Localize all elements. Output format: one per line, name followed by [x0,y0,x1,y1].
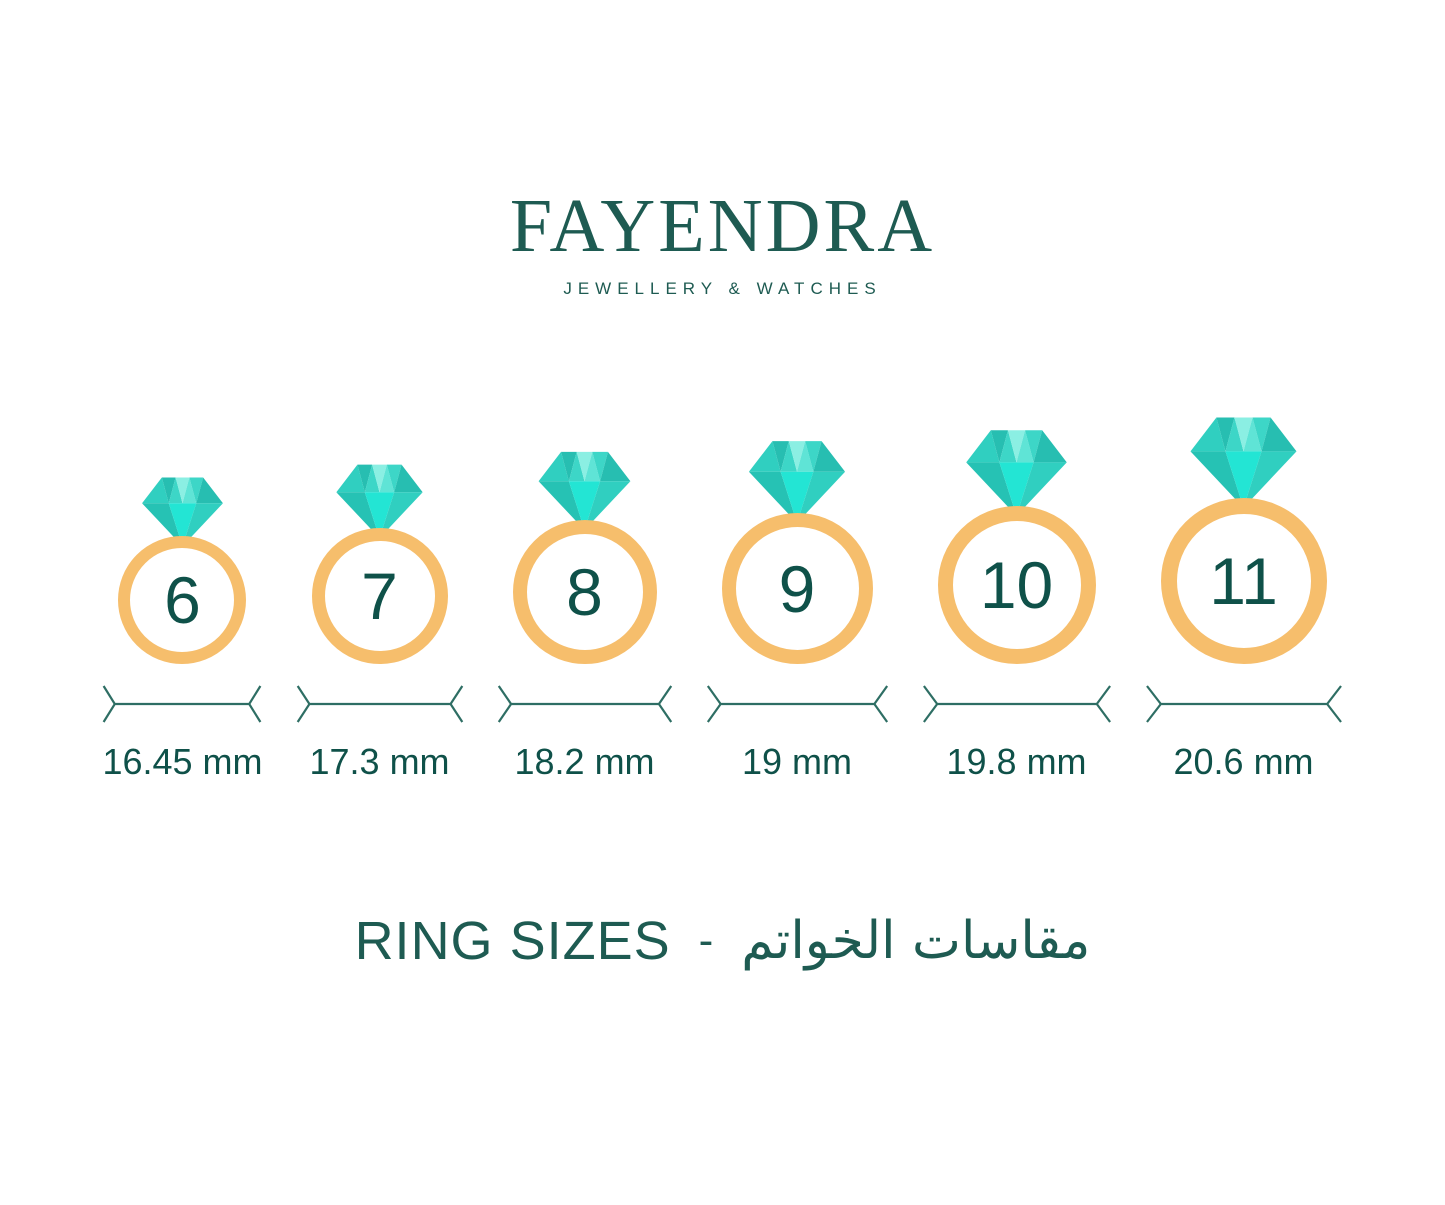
diamond-icon [748,441,846,523]
ring-diameter-label: 16.45 mm [102,741,263,782]
ring-size-number: 9 [778,551,816,626]
ring-size-number: 6 [164,563,201,637]
measure-arrow [922,680,1112,728]
footer-title-en: RING SIZES [354,911,671,972]
ring-size-number: 11 [1209,544,1278,618]
measure-arrow [497,680,673,728]
ring-item: 9 19 mm [706,437,889,780]
ring-diameter-label: 20.6 mm [1173,741,1314,782]
brand-tagline: JEWELLERY & WATCHES [563,279,882,298]
measure-arrow [706,680,889,728]
measure-arrow [102,680,262,728]
ring-item: 10 19.8 mm [922,426,1112,780]
ring-size-number: 8 [566,555,603,629]
ring-size-number: 7 [361,559,398,633]
footer-title: RING SIZES - مقاسات الخواتم [0,910,1445,972]
rings-row: 6 16.45 mm 7 17.3 mm [0,413,1445,780]
ring-item: 7 17.3 mm [296,461,464,780]
ring-band: 11 [1160,498,1327,664]
footer-separator: - [698,916,714,966]
diamond-icon [1190,417,1297,508]
measure-arrow [296,680,464,728]
ring-item: 11 20.6 mm [1145,413,1343,780]
diamond-icon [336,464,423,539]
brand-header: FAYENDRA JEWELLERY & WATCHES [0,0,1445,297]
diamond-icon [142,477,223,547]
ring-band: 7 [311,528,448,664]
ring-band: 9 [721,513,873,664]
ring-band: 10 [937,506,1096,664]
ring-band: 6 [118,536,247,664]
ring-diameter-label: 19 mm [742,741,853,782]
footer-title-ar: مقاسات الخواتم [741,911,1091,971]
measure-arrow [1145,680,1343,728]
ring-size-number: 10 [979,548,1054,622]
ring-item: 6 16.45 mm [102,474,263,782]
ring-diameter-label: 18.2 mm [514,741,655,782]
ring-diameter-label: 17.3 mm [309,741,450,782]
ring-diameter-label: 19.8 mm [946,741,1087,782]
diamond-icon [538,451,631,531]
diamond-icon [966,430,1067,516]
ring-item: 8 18.2 mm [497,448,673,780]
brand-logo: FAYENDRA [509,184,936,268]
ring-band: 8 [512,520,657,664]
